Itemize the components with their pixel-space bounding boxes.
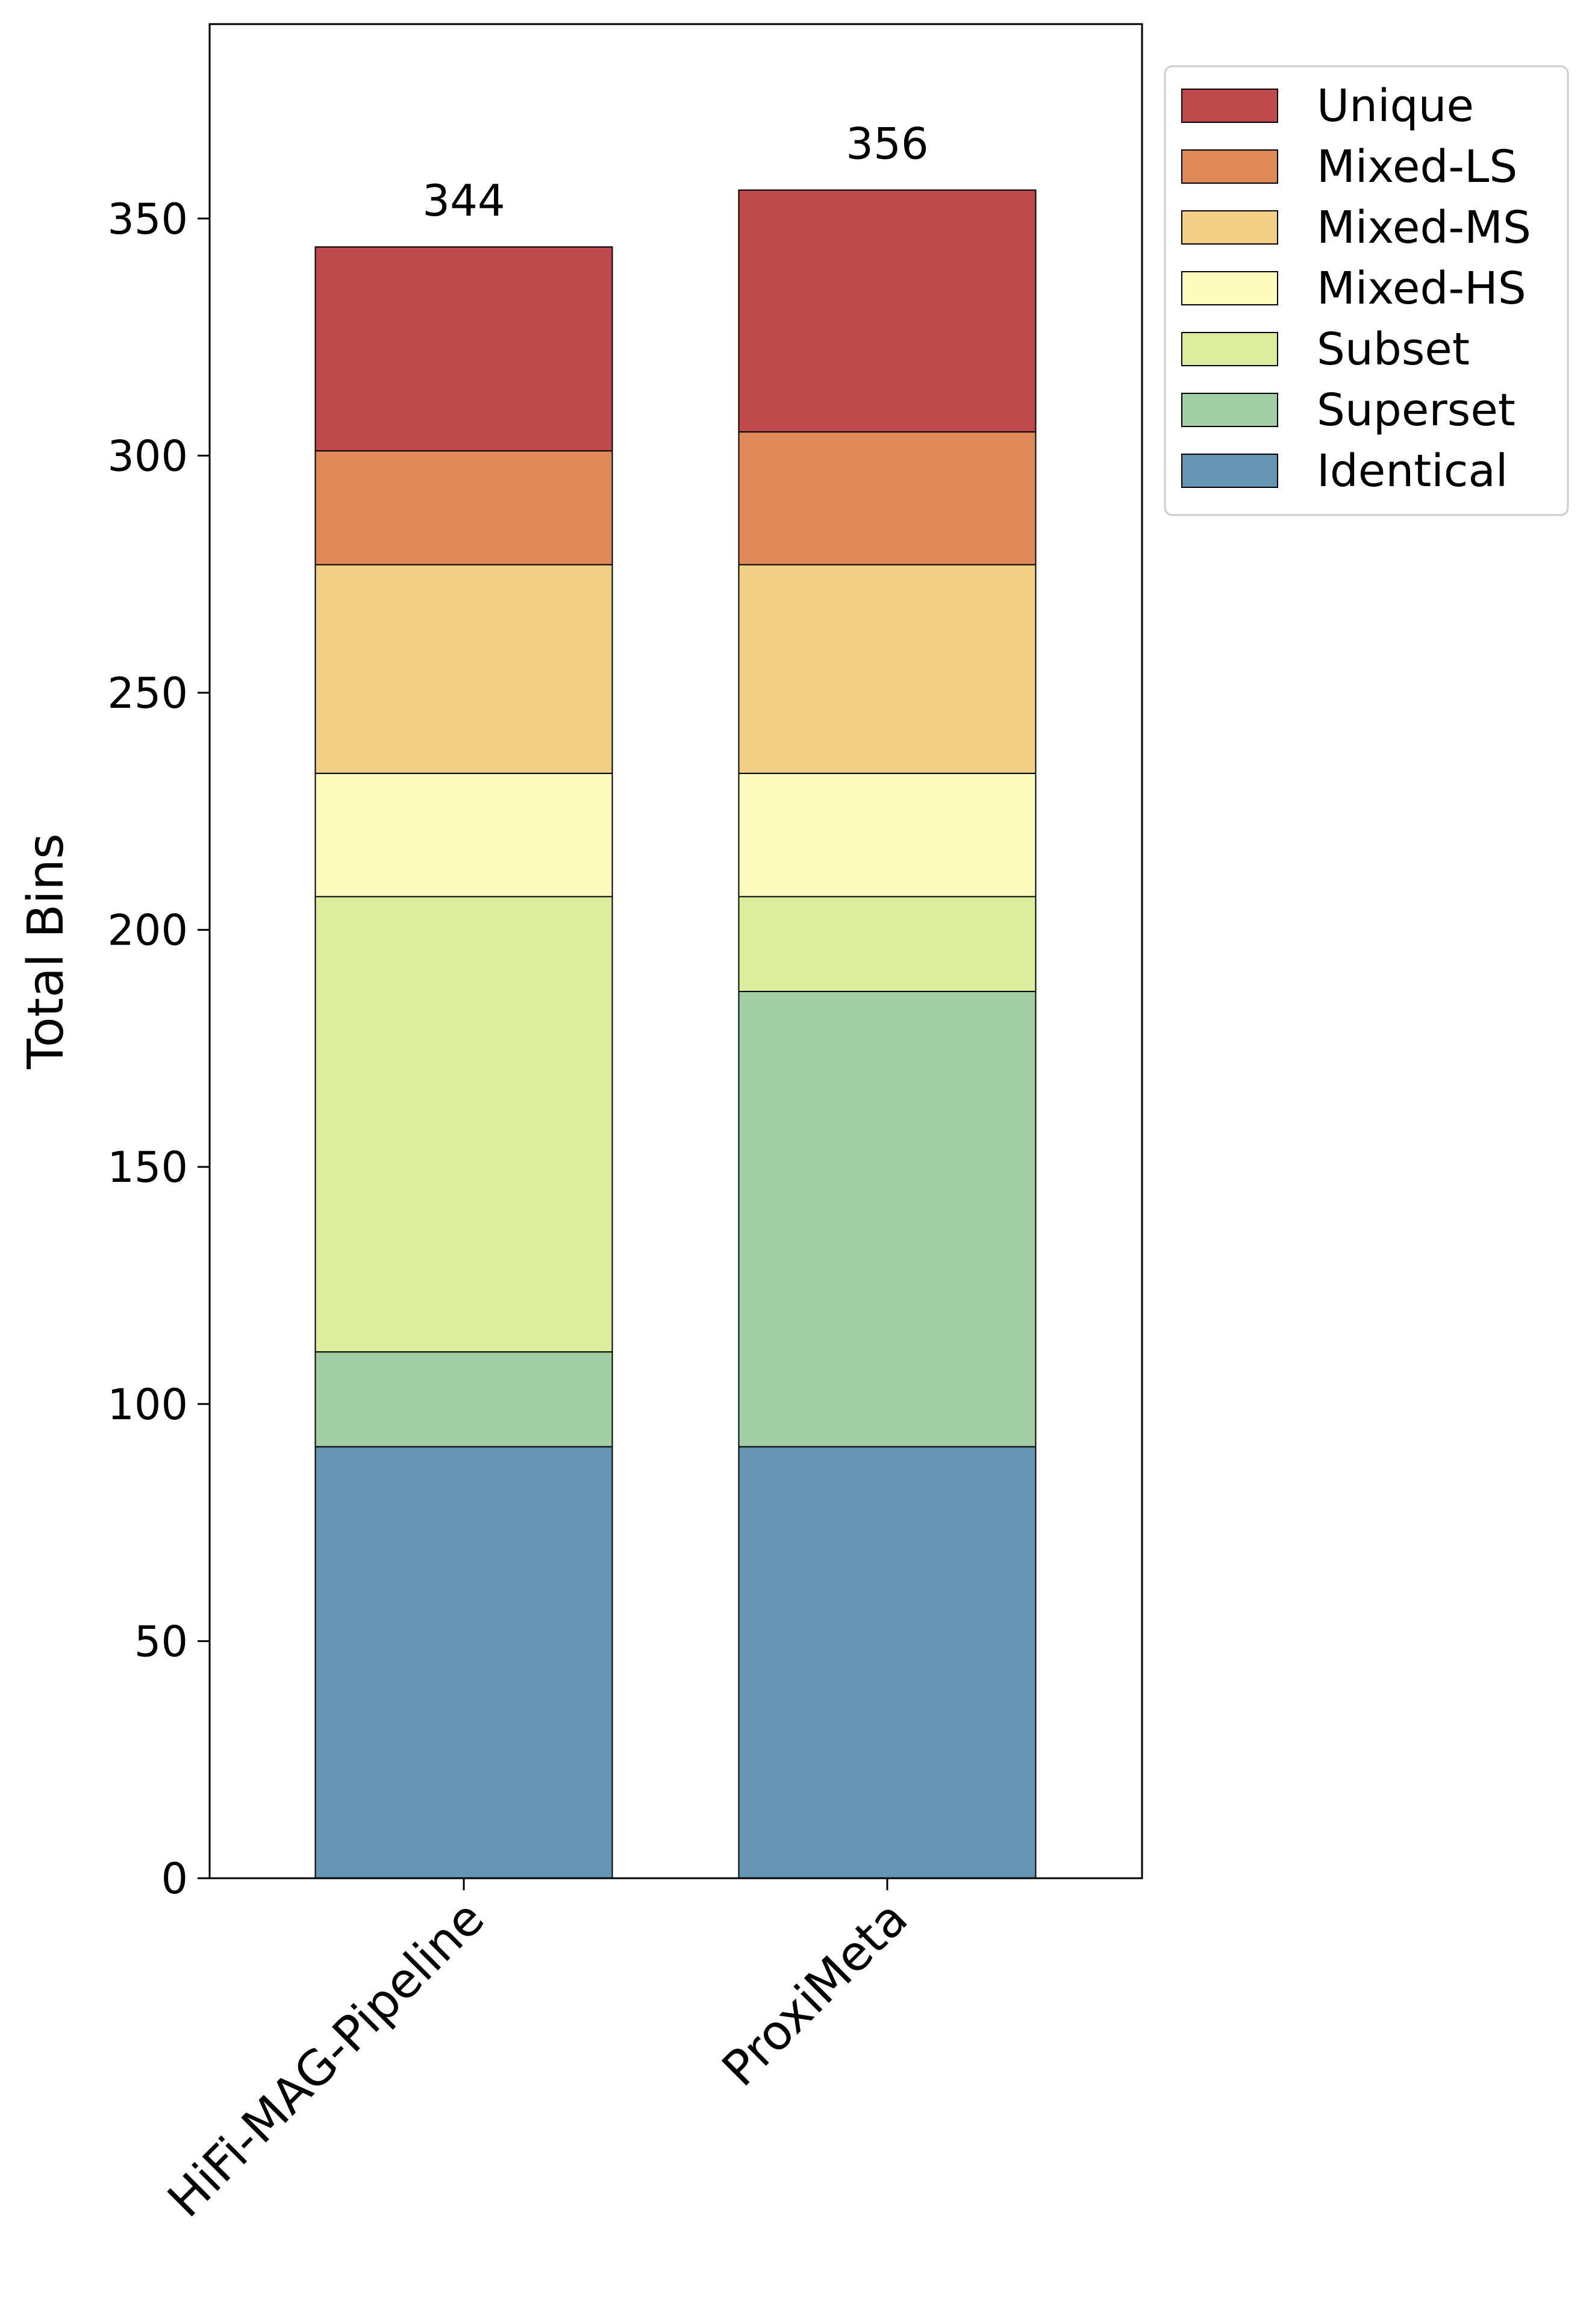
y-tick-label: 200 <box>107 906 188 955</box>
bar-segment-mixed-hs-2 <box>738 772 1037 898</box>
legend-label-unique: Unique <box>1317 80 1474 132</box>
y-tick-label: 50 <box>134 1617 188 1666</box>
y-tick-label: 350 <box>107 195 188 244</box>
legend-label-mixed-ms: Mixed-MS <box>1317 202 1531 254</box>
bar-segment-identical-1 <box>314 1446 613 1879</box>
legend-label-superset: Superset <box>1317 384 1515 436</box>
bar-segment-mixed-ls-2 <box>738 431 1037 566</box>
x-tick-label: ProxiMeta <box>711 1890 918 2097</box>
y-tick-label: 250 <box>107 669 188 718</box>
bar-segment-superset-2 <box>738 990 1037 1448</box>
legend-label-identical: Identical <box>1317 445 1508 497</box>
total-label: 356 <box>846 119 928 169</box>
bar-segment-subset-1 <box>314 896 613 1353</box>
bar-segment-mixed-hs-1 <box>314 772 613 898</box>
plot-frame <box>208 23 1143 1879</box>
bars-layer <box>314 189 1037 1879</box>
legend-swatch-identical <box>1181 454 1278 488</box>
bar-segment-mixed-ls-1 <box>314 450 613 566</box>
bar-segment-subset-2 <box>738 896 1037 992</box>
legend-label-mixed-hs: Mixed-HS <box>1317 263 1526 314</box>
legend: Unique Mixed-LS Mixed-MS Mixed-HS Subset Supe… <box>1164 65 1569 516</box>
y-tick-label: 100 <box>107 1380 188 1429</box>
bar-segment-unique-1 <box>314 246 613 452</box>
y-tick-label: 0 <box>161 1854 188 1904</box>
y-axis: 0 50 100 150 200 250 300 350 <box>107 195 210 1904</box>
bar-segment-mixed-ms-1 <box>314 564 613 774</box>
legend-swatch-mixed-hs <box>1181 271 1278 305</box>
bar-segment-unique-2 <box>738 189 1037 433</box>
total-label: 344 <box>422 175 505 226</box>
bar-segment-mixed-ms-2 <box>738 564 1037 774</box>
x-axis: HiFi-MAG-Pipeline ProxiMeta <box>157 1878 918 2228</box>
y-tick-label: 150 <box>107 1143 188 1192</box>
legend-label-subset: Subset <box>1317 323 1470 375</box>
total-labels: 344 356 <box>422 119 928 226</box>
legend-swatch-unique <box>1181 89 1278 123</box>
x-tick-label: HiFi-MAG-Pipeline <box>157 1890 495 2228</box>
y-tick-label: 300 <box>107 431 188 481</box>
bar-segment-superset-1 <box>314 1351 613 1448</box>
legend-swatch-subset <box>1181 332 1278 366</box>
legend-label-mixed-ls: Mixed-LS <box>1317 141 1517 193</box>
legend-swatch-mixed-ls <box>1181 149 1278 184</box>
legend-swatch-superset <box>1181 393 1278 427</box>
bar-segment-identical-2 <box>738 1446 1037 1879</box>
y-axis-label: Total Bins <box>17 833 75 1069</box>
legend-swatch-mixed-ms <box>1181 210 1278 245</box>
